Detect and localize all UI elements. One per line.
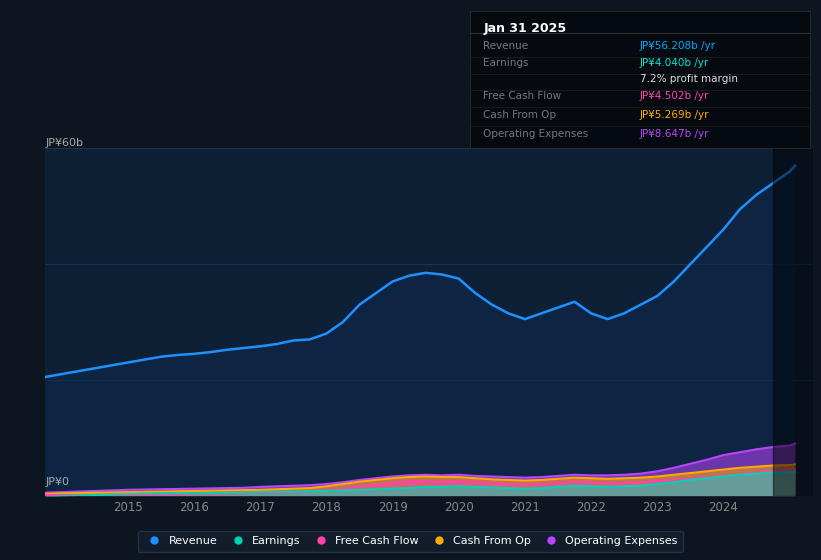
Text: JP¥4.502b /yr: JP¥4.502b /yr [640, 91, 709, 101]
Text: JP¥0: JP¥0 [45, 477, 69, 487]
Text: JP¥4.040b /yr: JP¥4.040b /yr [640, 58, 709, 68]
Text: JP¥8.647b /yr: JP¥8.647b /yr [640, 129, 709, 139]
Text: JP¥5.269b /yr: JP¥5.269b /yr [640, 110, 709, 120]
Text: 7.2% profit margin: 7.2% profit margin [640, 74, 738, 85]
Bar [773, 148, 813, 496]
Text: Operating Expenses: Operating Expenses [484, 129, 589, 139]
Text: Jan 31 2025: Jan 31 2025 [484, 22, 566, 35]
Text: Earnings: Earnings [484, 58, 529, 68]
Text: Revenue: Revenue [484, 41, 529, 52]
Text: JP¥60b: JP¥60b [45, 138, 83, 148]
FancyBboxPatch shape [470, 11, 810, 148]
Text: JP¥56.208b /yr: JP¥56.208b /yr [640, 41, 716, 52]
Legend: Revenue, Earnings, Free Cash Flow, Cash From Op, Operating Expenses: Revenue, Earnings, Free Cash Flow, Cash … [138, 530, 683, 552]
Text: Free Cash Flow: Free Cash Flow [484, 91, 562, 101]
Text: Cash From Op: Cash From Op [484, 110, 557, 120]
